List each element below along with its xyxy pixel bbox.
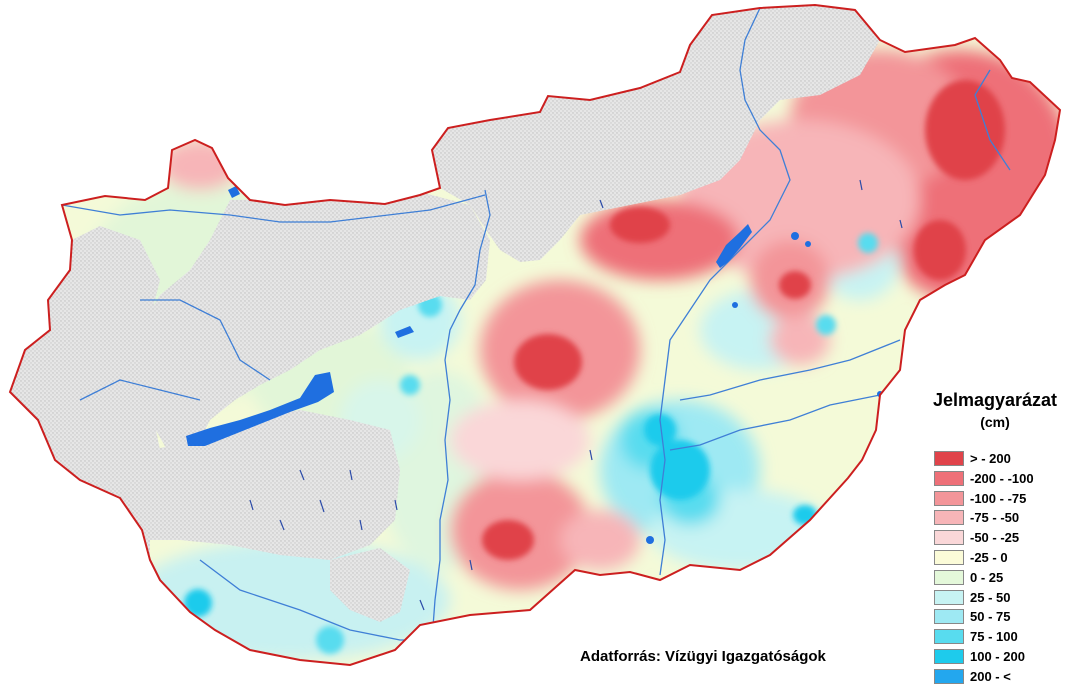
legend-item: 100 - 200: [934, 648, 1084, 668]
legend-item: -25 - 0: [934, 549, 1084, 569]
legend-label: 100 - 200: [970, 649, 1025, 664]
legend-label: 200 - <: [970, 668, 1011, 684]
lake-tisza: [716, 224, 752, 268]
legend-swatch: [934, 569, 964, 585]
data-source-caption: Adatforrás: Vízügyi Igazgatóságok: [580, 648, 826, 665]
legend-swatch: [934, 451, 964, 466]
no-data-areas: [10, 5, 880, 622]
legend-label: -200 - -100: [970, 470, 1034, 486]
legend-swatch: [934, 629, 964, 645]
legend-item: -100 - -75: [934, 490, 1084, 510]
legend-swatch: [934, 668, 964, 684]
legend-label: 0 - 25: [970, 569, 1004, 585]
legend-item: -200 - -100: [934, 470, 1084, 490]
legend-title: Jelmagyarázat: [932, 390, 1058, 410]
legend-item: -50 - -25: [934, 529, 1084, 549]
legend-label: -100 - -75: [970, 490, 1027, 506]
legend-item: -75 - -50: [934, 509, 1084, 529]
legend-label: -50 - -25: [970, 530, 1020, 546]
legend-label: > - 200: [970, 451, 1011, 466]
legend-item: 50 - 75: [934, 608, 1084, 628]
legend-swatch: [934, 550, 964, 565]
legend-unit: (cm): [980, 414, 1010, 430]
lake-balaton: [186, 372, 334, 446]
legend-label: 25 - 50: [970, 589, 1011, 605]
legend-swatch: [934, 649, 964, 664]
legend-item: 0 - 25: [934, 569, 1084, 589]
legend-item: 75 - 100: [934, 628, 1084, 648]
legend-swatch: [934, 470, 964, 486]
legend-item: 25 - 50: [934, 589, 1084, 609]
legend-swatch: [934, 589, 964, 605]
legend-swatch: [934, 490, 964, 506]
lake-velence: [395, 326, 414, 338]
legend-swatch: [934, 530, 964, 546]
legend-item: > - 200: [934, 450, 1084, 470]
legend-swatch: [934, 609, 964, 625]
legend-label: 75 - 100: [970, 629, 1018, 645]
legend-label: -75 - -50: [970, 510, 1020, 526]
legend-label: 50 - 75: [970, 609, 1011, 625]
legend-label: -25 - 0: [970, 550, 1008, 565]
lakes: [186, 186, 883, 544]
legend-swatch: [934, 510, 964, 526]
legend-item: 200 - <: [934, 668, 1084, 688]
